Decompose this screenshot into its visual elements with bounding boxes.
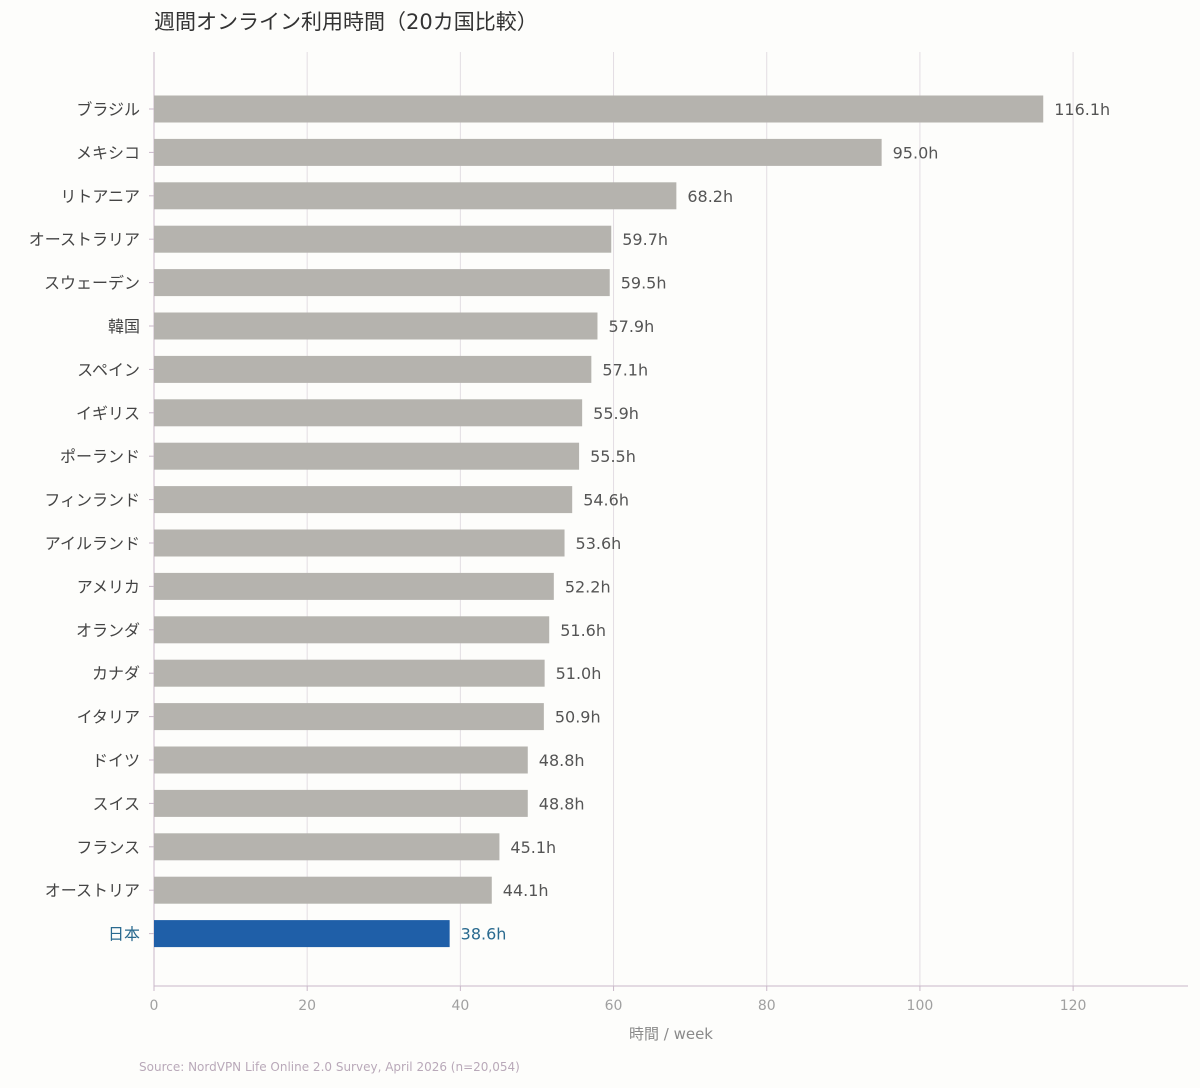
data-label: 54.6h [583, 491, 629, 510]
category-label: カナダ [92, 664, 140, 683]
bar [154, 138, 882, 166]
bar [154, 355, 592, 383]
bar [154, 876, 492, 904]
category-label: スウェーデン [44, 274, 140, 293]
data-label: 51.0h [556, 664, 602, 683]
bar [154, 312, 598, 340]
category-label: ブラジル [76, 100, 140, 119]
category-label: アイルランド [45, 534, 140, 553]
data-label: 59.5h [621, 274, 667, 293]
x-tick-label: 60 [605, 998, 623, 1014]
x-tick-label: 0 [150, 998, 159, 1014]
data-label: 57.1h [602, 360, 648, 379]
data-label: 45.1h [510, 838, 556, 857]
x-tick-label: 80 [758, 998, 776, 1014]
bar [154, 442, 580, 470]
data-label: 57.9h [608, 317, 654, 336]
bar [154, 789, 528, 817]
x-tick-label: 20 [298, 998, 316, 1014]
category-label: フランス [76, 838, 140, 857]
category-label: フィンランド [44, 491, 140, 510]
bar [154, 920, 450, 948]
category-label: スペイン [77, 360, 140, 379]
category-label: オランダ [76, 621, 140, 640]
data-label: 52.2h [565, 577, 611, 596]
category-label: イタリア [77, 708, 140, 727]
category-label: ポーランド [60, 447, 140, 466]
bar [154, 95, 1044, 123]
category-label: リトアニア [60, 187, 140, 206]
bar [154, 572, 554, 600]
data-label: 50.9h [555, 708, 601, 727]
category-label: オーストリア [45, 881, 140, 900]
bar [154, 225, 612, 253]
bar [154, 399, 583, 427]
data-label: 53.6h [576, 534, 622, 553]
x-tick-label: 120 [1060, 998, 1087, 1014]
data-label: 68.2h [687, 187, 733, 206]
data-label: 44.1h [503, 881, 549, 900]
data-label: 95.0h [893, 143, 939, 162]
data-label: 48.8h [539, 751, 585, 770]
category-label: イギリス [76, 404, 140, 423]
bar [154, 703, 544, 731]
data-label: 48.8h [539, 794, 585, 813]
source-note: Source: NordVPN Life Online 2.0 Survey, … [139, 1060, 520, 1074]
data-label: 55.9h [593, 404, 639, 423]
bar [154, 616, 550, 644]
category-label: メキシコ [76, 143, 140, 162]
category-label: 韓国 [108, 317, 140, 336]
bar [154, 833, 500, 861]
x-tick-label: 100 [907, 998, 934, 1014]
data-label: 55.5h [590, 447, 636, 466]
bar [154, 659, 545, 687]
x-tick-label: 40 [451, 998, 469, 1014]
bar [154, 269, 610, 297]
category-label: 日本 [108, 925, 140, 944]
category-label: オーストラリア [29, 230, 140, 249]
category-label: ドイツ [92, 751, 140, 770]
data-label: 38.6h [461, 925, 507, 944]
bar [154, 746, 528, 774]
chart-title: 週間オンライン利用時間（20カ国比較） [154, 10, 538, 34]
data-label: 116.1h [1054, 100, 1110, 119]
bar [154, 529, 565, 557]
data-label: 59.7h [622, 230, 668, 249]
bar [154, 182, 677, 210]
data-label: 51.6h [560, 621, 606, 640]
category-label: スイス [92, 794, 140, 813]
bar [154, 486, 573, 514]
category-label: アメリカ [77, 577, 140, 596]
x-axis-label: 時間 / week [629, 1025, 713, 1043]
